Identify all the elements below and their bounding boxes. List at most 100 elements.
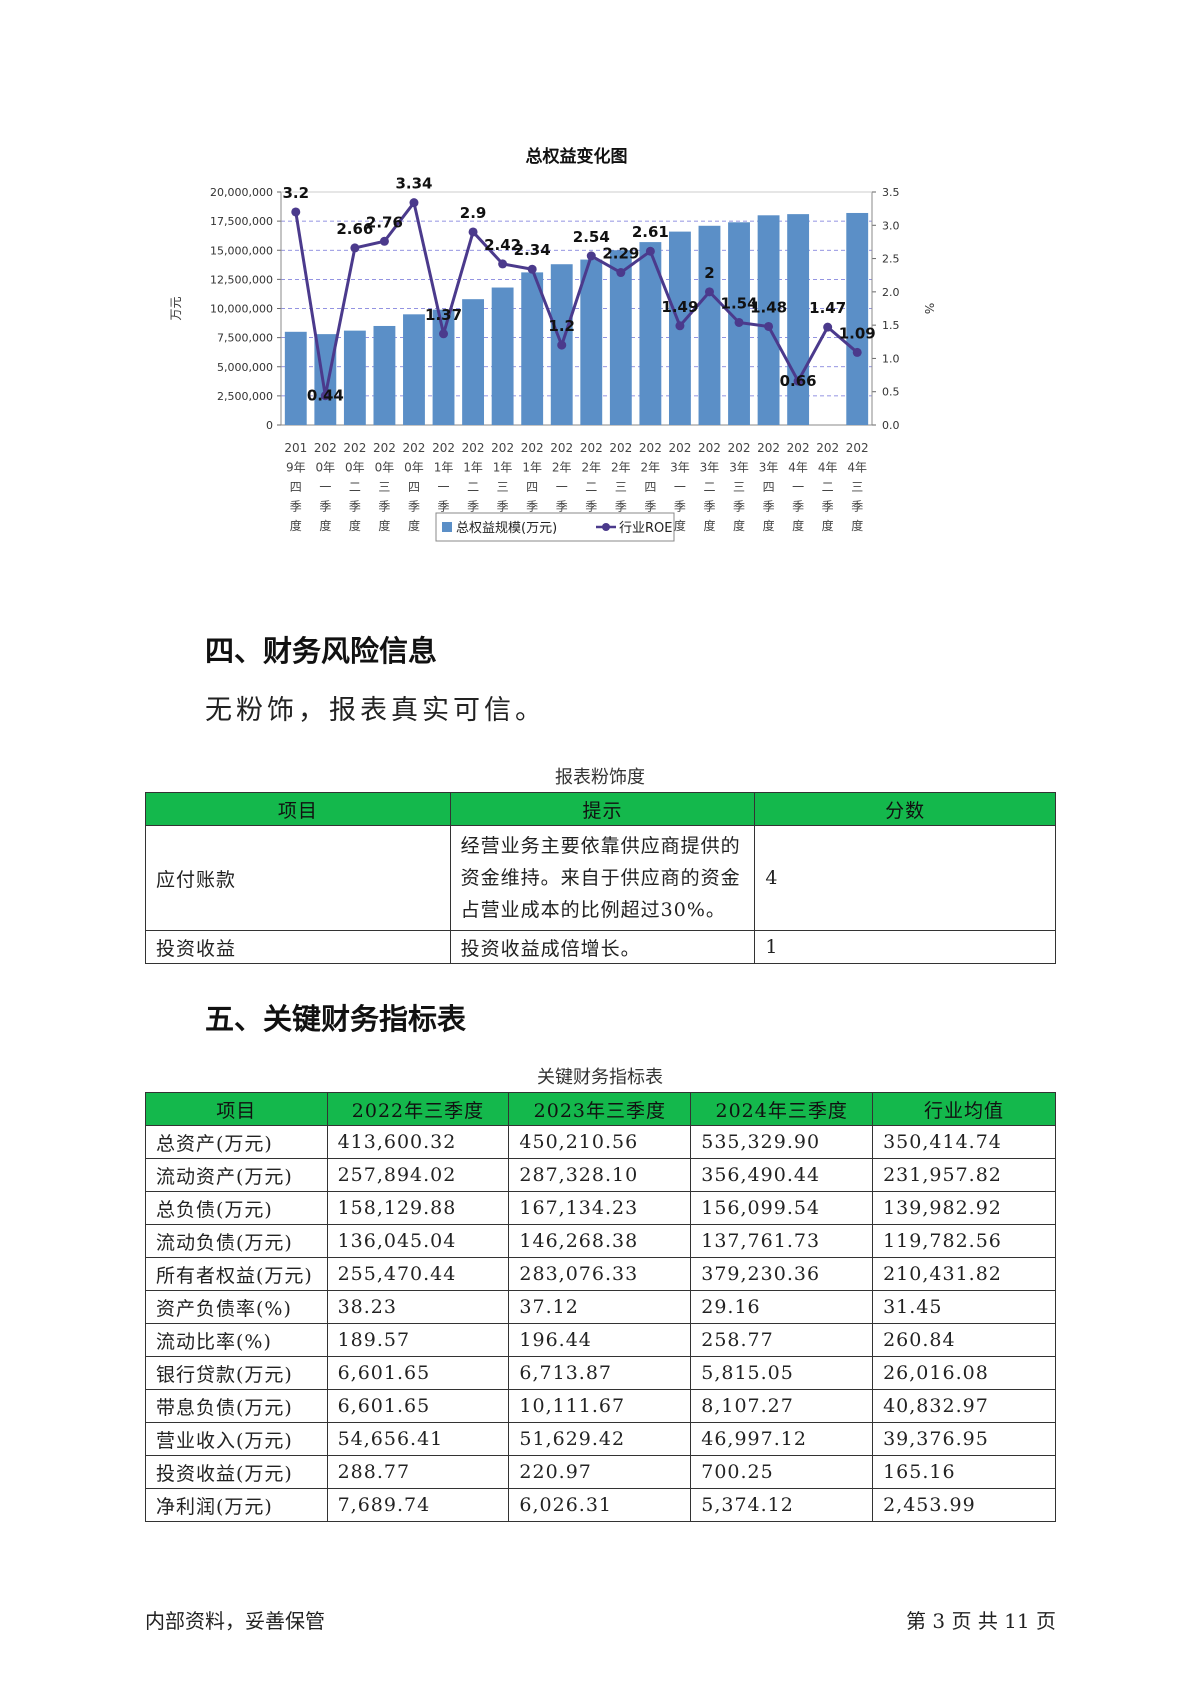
roe-data-label: 0.44 [307, 387, 344, 405]
x-tick-label: 一 [438, 480, 450, 494]
x-tick-label: 202 [609, 441, 632, 455]
kpi-item-cell: 流动资产(万元) [145, 1158, 328, 1192]
roe-data-label: 2.34 [514, 241, 551, 259]
risk-table-header: 项目 提示 分数 [145, 792, 1056, 826]
x-tick-label: 度 [703, 518, 715, 533]
kpi-item-cell: 营业收入(万元) [145, 1422, 328, 1456]
x-tick-label: 四 [644, 480, 656, 494]
header-cell: 2024年三季度 [690, 1092, 874, 1126]
y-tick-label-right: 2.0 [882, 286, 900, 299]
x-tick-label: 三 [378, 480, 390, 494]
x-tick-label: 度 [674, 518, 686, 533]
y-tick-label-left: 20,000,000 [210, 186, 273, 199]
header-cell: 分数 [754, 792, 1056, 826]
roe-data-label: 3.34 [395, 175, 432, 193]
y-axis-label-right: % [922, 303, 936, 314]
x-tick-label: 0年 [316, 461, 336, 475]
risk-table-caption: 报表粉饰度 [555, 767, 645, 788]
x-tick-label: 度 [290, 518, 302, 533]
kpi-value-cell: 146,268.38 [508, 1224, 692, 1258]
risk-item-cell: 应付账款 [145, 825, 451, 931]
kpi-value-cell: 231,957.82 [872, 1158, 1056, 1192]
legend-box [435, 512, 675, 542]
table-row: 投资收益(万元) 288.77 220.97 700.25 165.16 [145, 1455, 1056, 1489]
roe-point [764, 321, 774, 331]
header-cell: 行业均值 [872, 1092, 1056, 1126]
x-tick-label: 3年 [670, 461, 690, 475]
x-tick-label: 二 [703, 480, 715, 494]
risk-table: 项目 提示 分数 应付账款 经营业务主要依靠供应商提供的资金维持。来自于供应商的… [145, 792, 1056, 964]
bar [284, 331, 307, 425]
x-tick-label: 二 [822, 480, 834, 494]
table-row: 流动资产(万元) 257,894.02 287,328.10 356,490.44 23… [145, 1158, 1056, 1192]
y-tick-label-right: 1.5 [882, 319, 900, 332]
kpi-value-cell: 350,414.74 [872, 1125, 1056, 1159]
x-tick-label: 202 [668, 441, 691, 455]
bar [432, 309, 455, 425]
roe-point [379, 236, 389, 246]
risk-hint-cell: 经营业务主要依靠供应商提供的资金维持。来自于供应商的资金占营业成本的比例超过30… [449, 825, 756, 931]
kpi-value-cell: 210,431.82 [872, 1257, 1056, 1291]
kpi-value-cell: 2,453.99 [872, 1488, 1056, 1522]
kpi-item-cell: 资产负债率(%) [145, 1290, 328, 1324]
x-tick-label: 3年 [700, 461, 720, 475]
x-tick-label: 9年 [286, 461, 306, 475]
x-tick-label: 季 [851, 500, 863, 514]
x-tick-label: 202 [403, 441, 426, 455]
kpi-value-cell: 29.16 [690, 1290, 874, 1324]
chart-title: 总权益变化图 [526, 146, 628, 167]
kpi-value-cell: 39,376.95 [872, 1422, 1056, 1456]
kpi-value-cell: 196.44 [508, 1323, 692, 1357]
x-tick-label: 季 [467, 500, 479, 514]
roe-point [409, 198, 419, 208]
roe-data-label: 2.66 [336, 220, 373, 238]
kpi-value-cell: 189.57 [326, 1323, 510, 1357]
kpi-value-cell: 165.16 [872, 1455, 1056, 1489]
x-tick-label: 二 [467, 480, 479, 494]
roe-point [498, 259, 508, 269]
kpi-value-cell: 136,045.04 [326, 1224, 510, 1258]
table-row: 总资产(万元) 413,600.32 450,210.56 535,329.90 350… [145, 1125, 1056, 1159]
kpi-value-cell: 260.84 [872, 1323, 1056, 1357]
y-tick-label-left: 0 [266, 419, 273, 432]
table-row: 所有者权益(万元) 255,470.44 283,076.33 379,230.36 2… [145, 1257, 1056, 1291]
roe-data-label: 1.37 [425, 306, 462, 324]
x-tick-label: 202 [816, 441, 839, 455]
roe-point [439, 329, 449, 339]
page-number: 第 3 页 共 11 页 [906, 1609, 1056, 1633]
x-tick-label: 2年 [581, 461, 601, 475]
x-tick-label: 二 [349, 480, 361, 494]
x-tick-label: 1年 [522, 461, 542, 475]
kpi-value-cell: 5,374.12 [690, 1488, 874, 1522]
header-cell: 项目 [145, 792, 451, 826]
x-tick-label: 度 [851, 518, 863, 533]
x-tick-label: 202 [373, 441, 396, 455]
x-tick-label: 二 [585, 480, 597, 494]
x-tick-label: 一 [556, 480, 568, 494]
x-tick-label: 0年 [375, 461, 395, 475]
y-tick-label-right: 3.0 [882, 219, 900, 232]
roe-data-label: 2.29 [602, 245, 639, 263]
kpi-table-caption: 关键财务指标表 [537, 1067, 663, 1088]
x-tick-label: 四 [408, 480, 420, 494]
kpi-value-cell: 255,470.44 [326, 1257, 510, 1291]
table-row: 营业收入(万元) 54,656.41 51,629.42 46,997.12 39,37… [145, 1422, 1056, 1456]
y-tick-label-right: 1.0 [882, 352, 900, 365]
x-tick-label: 202 [757, 441, 780, 455]
roe-data-label: 2.76 [366, 213, 403, 231]
x-tick-label: 季 [763, 500, 775, 514]
kpi-table: 项目 2022年三季度 2023年三季度 2024年三季度 行业均值 总资产(万… [145, 1092, 1056, 1522]
kpi-value-cell: 258.77 [690, 1323, 874, 1357]
header-cell: 2023年三季度 [508, 1092, 692, 1126]
x-tick-label: 一 [319, 480, 331, 494]
roe-point [793, 376, 803, 386]
x-tick-label: 0年 [404, 461, 424, 475]
x-tick-label: 季 [703, 500, 715, 514]
bar [787, 214, 810, 425]
x-tick-label: 度 [349, 518, 361, 533]
x-tick-label: 202 [343, 441, 366, 455]
x-tick-label: 季 [556, 500, 568, 514]
kpi-item-cell: 总资产(万元) [145, 1125, 328, 1159]
roe-point [291, 207, 301, 217]
kpi-value-cell: 6,026.31 [508, 1488, 692, 1522]
